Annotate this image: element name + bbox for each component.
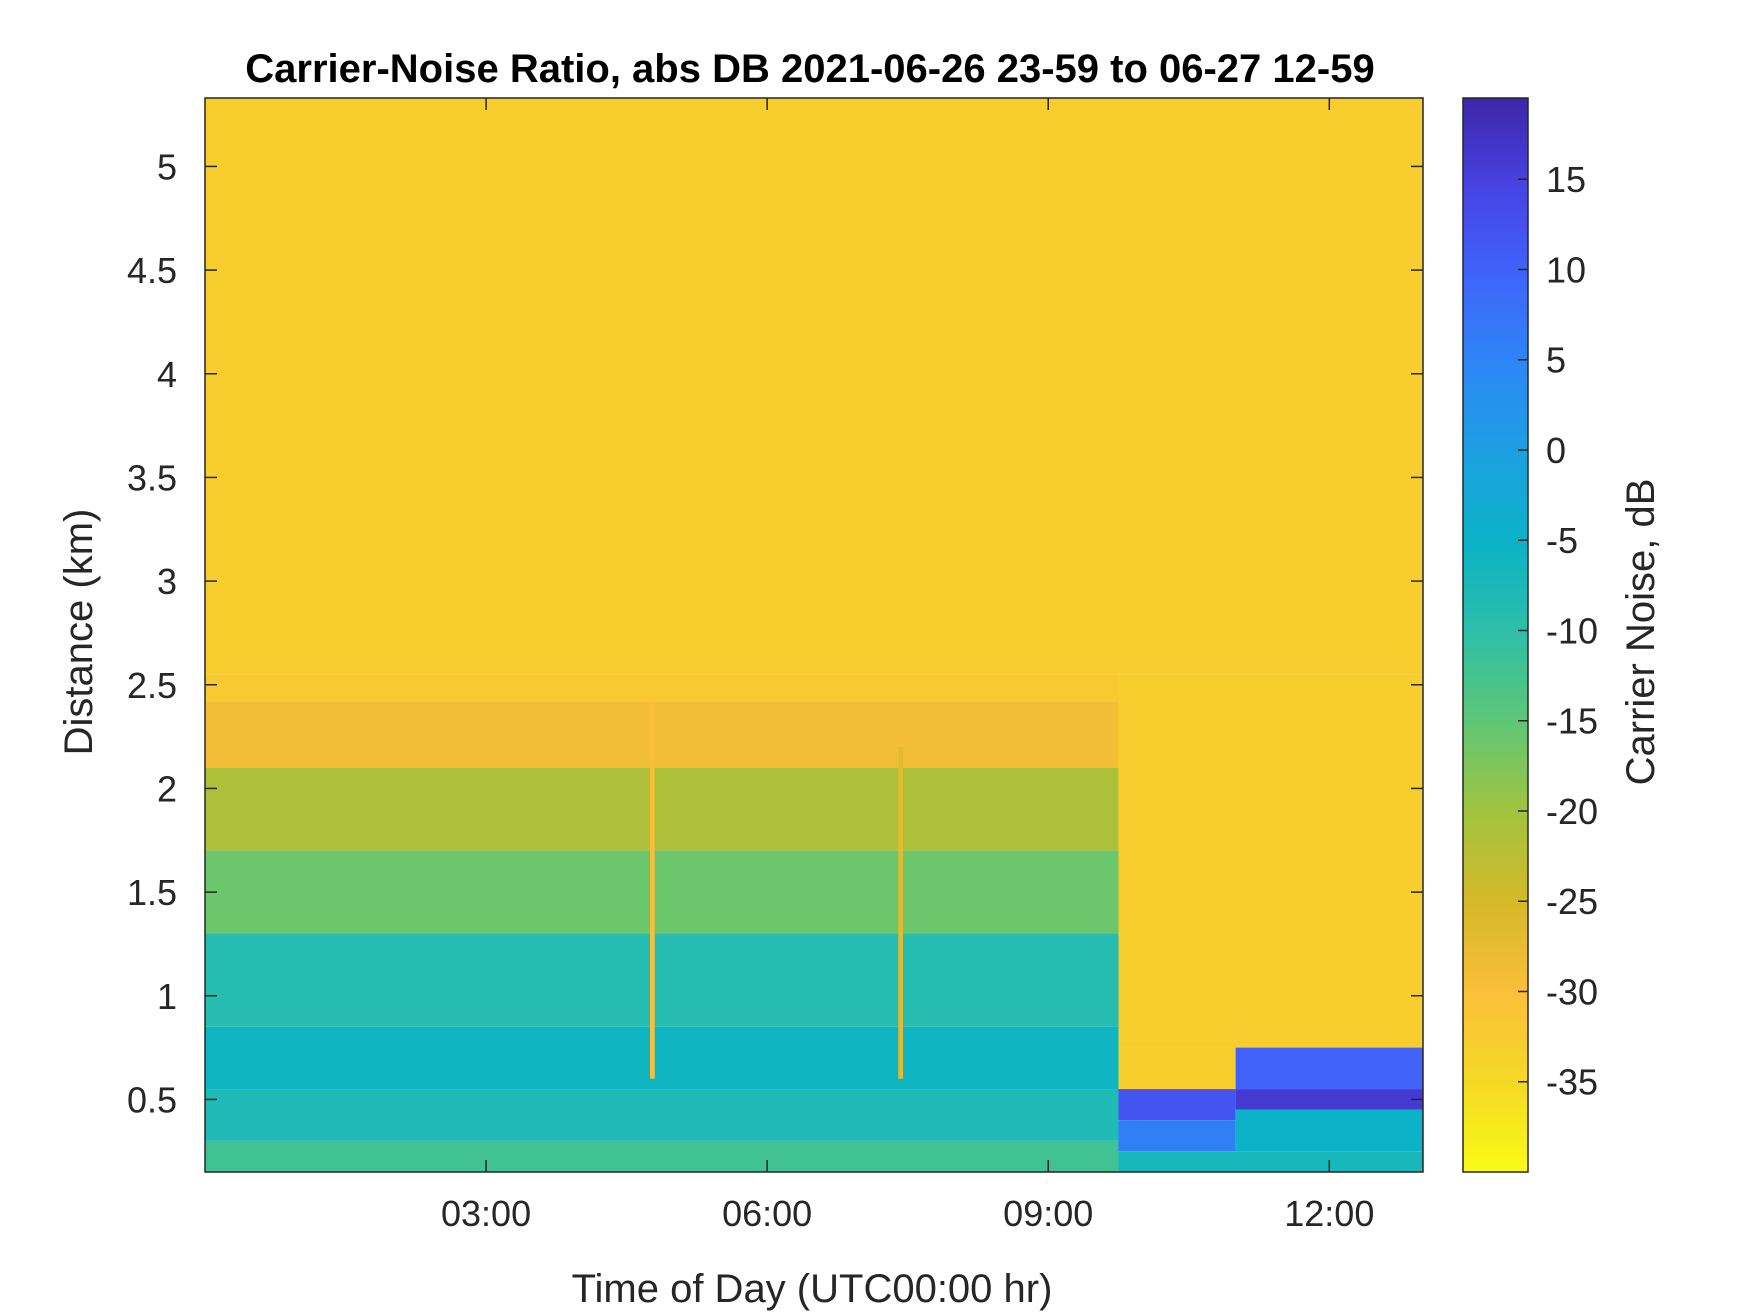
heatmap-cell	[1118, 1120, 1236, 1152]
colorbar-tick-label: -35	[1546, 1062, 1598, 1103]
x-axis-label: Time of Day (UTC00:00 hr)	[572, 1267, 1053, 1311]
colorbar-tick-label: 5	[1546, 340, 1566, 381]
heatmap-cell	[205, 1026, 1119, 1090]
plot-frame	[204, 97, 1424, 1173]
y-tick-label: 4.5	[127, 250, 177, 291]
heatmap-cell	[205, 674, 1119, 702]
x-axis: 03:00 06:00 09:00 12:00	[441, 98, 1374, 1234]
heatmap-cell	[1118, 1151, 1423, 1172]
heatmap-cell	[1118, 1047, 1236, 1090]
y-axis: 0.5 1 1.5 2 2.5 3 3.5 4 4.5 5	[127, 146, 1423, 1120]
colorbar-scale	[1462, 97, 1529, 1173]
y-tick-label: 4	[157, 354, 177, 395]
heatmap-cell	[205, 1140, 1119, 1172]
colorbar-label: Carrier Noise, dB	[1619, 479, 1663, 786]
colorbar-tick-label: -5	[1546, 520, 1578, 561]
colorbar-tick-label: -10	[1546, 610, 1598, 651]
heatmap-cell	[1118, 1089, 1236, 1121]
heatmap-cell	[205, 933, 1119, 1027]
heatmap-cell	[1235, 1109, 1423, 1152]
heatmap-cell	[1235, 1047, 1423, 1090]
x-tick-label: 03:00	[441, 1193, 531, 1234]
colorbar-tick-label: 15	[1546, 159, 1586, 200]
colorbar-tick-label: -15	[1546, 701, 1598, 742]
heatmap-cell	[650, 701, 655, 1079]
y-tick-label: 0.5	[127, 1079, 177, 1120]
heatmap-cell	[1235, 1089, 1423, 1110]
heatmap-cell	[1118, 674, 1423, 1048]
colorbar-tick-label: -25	[1546, 881, 1598, 922]
heatmap-cell	[205, 850, 1119, 934]
y-tick-label: 2.5	[127, 665, 177, 706]
heatmap-cell	[205, 98, 1423, 675]
colorbar: 15 10 5 0 -5 -10 -15 -20 -25 -30 -35	[1462, 97, 1598, 1173]
colorbar-tick-label: -20	[1546, 791, 1598, 832]
x-tick-label: 06:00	[722, 1193, 812, 1234]
y-tick-label: 3	[157, 561, 177, 602]
heatmap-cell	[205, 1089, 1119, 1141]
x-tick-label: 12:00	[1284, 1193, 1374, 1234]
y-tick-label: 5	[157, 146, 177, 187]
x-tick-label: 09:00	[1003, 1193, 1093, 1234]
y-tick-label: 3.5	[127, 457, 177, 498]
heatmap-plot	[204, 97, 1424, 1173]
y-tick-label: 2	[157, 768, 177, 809]
heatmap-cell	[205, 701, 1119, 768]
colorbar-tick-label: 0	[1546, 430, 1566, 471]
heatmap-cell	[205, 767, 1119, 851]
y-axis-label: Distance (km)	[57, 509, 101, 756]
y-tick-label: 1	[157, 976, 177, 1017]
y-tick-label: 1.5	[127, 872, 177, 913]
colorbar-tick-label: 10	[1546, 249, 1586, 290]
heatmap-cell	[898, 746, 904, 1079]
colorbar-tick-label: -30	[1546, 971, 1598, 1012]
chart-title: Carrier-Noise Ratio, abs DB 2021-06-26 2…	[245, 47, 1374, 91]
